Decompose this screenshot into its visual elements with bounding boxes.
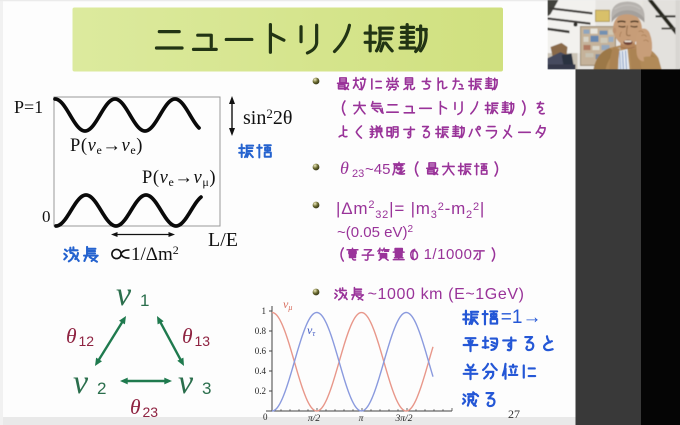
svg-text:θ: θ (130, 395, 141, 419)
svg-text:θ: θ (66, 324, 77, 348)
svg-text:P=1: P=1 (14, 97, 43, 117)
svg-text:1: 1 (140, 291, 149, 310)
svg-text:νμ: νμ (283, 297, 292, 312)
svg-text:θ: θ (182, 324, 193, 348)
svg-text:sin22θ: sin22θ (243, 106, 292, 129)
svg-text:2: 2 (97, 379, 106, 398)
svg-text:1: 1 (262, 306, 267, 316)
svg-text:13: 13 (195, 333, 211, 349)
svg-text:P(νe→νμ): P(νe→νμ) (142, 168, 216, 189)
svg-text:L/E: L/E (208, 229, 238, 251)
svg-text:θ: θ (340, 158, 349, 178)
svg-text:12: 12 (79, 333, 95, 349)
svg-text:0: 0 (42, 207, 51, 226)
svg-text:ν: ν (116, 276, 132, 313)
svg-text:~45: ~45 (365, 161, 390, 178)
svg-text:0.4: 0.4 (255, 366, 267, 376)
svg-text:~(0.05 eV)2: ~(0.05 eV)2 (337, 224, 413, 241)
svg-text:π: π (359, 414, 364, 424)
svg-text:23: 23 (352, 168, 364, 180)
svg-text:P(νe→νe): P(νe→νe) (70, 136, 143, 157)
svg-text:0.6: 0.6 (255, 346, 267, 356)
svg-text:3π/2: 3π/2 (395, 414, 413, 424)
svg-text:ν: ν (178, 364, 194, 401)
svg-text:0: 0 (263, 412, 268, 422)
svg-text:1/Δm2: 1/Δm2 (131, 243, 179, 265)
svg-text:~1000 km (E~1GeV): ~1000 km (E~1GeV) (368, 286, 525, 303)
svg-text:=1→: =1→ (501, 307, 542, 328)
svg-text:ν: ν (73, 364, 89, 401)
svg-text:23: 23 (143, 404, 159, 420)
svg-text:ντ: ντ (307, 323, 316, 338)
svg-text:0.8: 0.8 (255, 326, 267, 336)
svg-text:|Δm232|= |m32-m22|: |Δm232|= |m32-m22| (336, 199, 485, 221)
svg-text:0.2: 0.2 (255, 386, 266, 396)
svg-text:27: 27 (508, 407, 520, 421)
svg-text:π/2: π/2 (308, 414, 320, 424)
svg-text:1/1000: 1/1000 (424, 246, 473, 263)
svg-text:3: 3 (202, 379, 211, 398)
